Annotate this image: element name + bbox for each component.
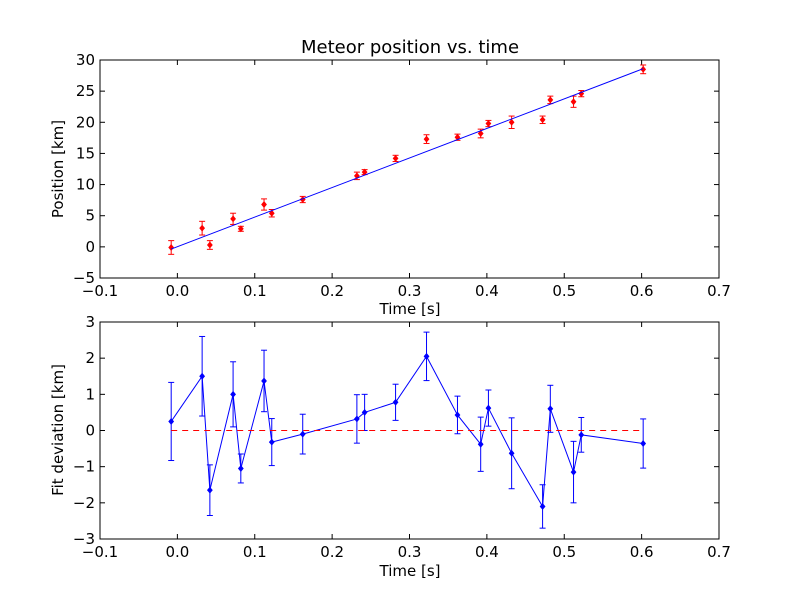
x-tick-label: 0.1 xyxy=(243,282,267,300)
y-axis-label: Position [km] xyxy=(49,120,67,218)
data-point xyxy=(485,120,492,128)
x-tick-label: 0.4 xyxy=(475,543,499,561)
x-tick-label: 0.4 xyxy=(475,282,499,300)
x-axis-label: Time [s] xyxy=(379,562,441,580)
data-point xyxy=(485,404,492,412)
data-point xyxy=(168,417,175,425)
data-point xyxy=(268,209,275,217)
deviation-plot-area: −0.1 0.0 0.1 0.2 0.3 0.4 0.5 0.6 0.7 −3 −2 −1 0 1 2 3 xyxy=(73,313,731,561)
data-point xyxy=(578,431,585,439)
data-point xyxy=(423,352,430,360)
x-tick-label: 0.3 xyxy=(398,543,422,561)
y-tick-label: −5 xyxy=(73,269,95,287)
data-point xyxy=(539,502,546,510)
data-point xyxy=(261,377,267,385)
data-point xyxy=(570,98,577,106)
x-tick-label: 0.1 xyxy=(243,543,267,561)
y-tick-label: 0 xyxy=(85,238,95,256)
data-point xyxy=(199,224,206,232)
x-tick-label: −0.1 xyxy=(82,543,118,561)
data-point xyxy=(547,405,554,413)
data-point xyxy=(261,201,267,208)
data-point xyxy=(454,411,461,419)
data-point xyxy=(206,486,213,494)
data-point xyxy=(392,154,399,162)
x-tick-label: 0.2 xyxy=(320,282,344,300)
data-point xyxy=(477,440,484,448)
data-point xyxy=(353,415,360,423)
data-point xyxy=(268,438,275,446)
y-tick-label: 15 xyxy=(76,144,95,162)
x-tick-label: 0.0 xyxy=(165,282,189,300)
data-point xyxy=(508,118,515,126)
y-tick-label: 5 xyxy=(85,207,95,225)
data-point xyxy=(230,215,236,223)
data-point xyxy=(361,408,368,416)
y-tick-label: 25 xyxy=(76,82,95,100)
x-tick-label: 0.7 xyxy=(707,282,731,300)
x-tick-label: 0.7 xyxy=(707,543,731,561)
data-point xyxy=(640,440,647,447)
y-tick-label: 0 xyxy=(85,422,95,440)
x-tick-label: −0.1 xyxy=(82,282,118,300)
y-tick-label: −2 xyxy=(73,494,95,512)
data-point xyxy=(206,241,213,249)
deviation-chart: −0.1 0.0 0.1 0.2 0.3 0.4 0.5 0.6 0.7 −3 −2 −1 0 1 2 3 T… xyxy=(49,313,731,580)
data-point xyxy=(423,135,430,143)
y-tick-label: 1 xyxy=(85,385,95,403)
data-point xyxy=(539,116,546,124)
x-tick-label: 0.3 xyxy=(398,282,422,300)
data-point xyxy=(237,225,244,233)
position-chart: Meteor position vs. time −0.1 0.0 0.1 0.2 0.… xyxy=(49,37,731,318)
data-point xyxy=(547,96,554,104)
y-axis-label: Fit deviation [km] xyxy=(49,364,67,496)
x-axis-label: Time [s] xyxy=(379,300,441,318)
y-tick-label: 20 xyxy=(76,113,95,131)
data-point xyxy=(230,390,236,398)
y-tick-label: −3 xyxy=(73,530,95,548)
data-point xyxy=(477,130,484,137)
data-point xyxy=(199,372,206,380)
chart-title: Meteor position vs. time xyxy=(301,37,519,58)
position-plot-area: −0.1 0.0 0.1 0.2 0.3 0.4 0.5 0.6 0.7 −5 0 5 10 15 20 25… xyxy=(73,51,731,300)
y-tick-label: 3 xyxy=(85,313,95,331)
x-tick-label: 0.2 xyxy=(320,543,344,561)
data-point xyxy=(299,430,306,438)
data-point xyxy=(392,398,399,406)
x-tick-label: 0.5 xyxy=(552,282,576,300)
fit-line xyxy=(171,68,644,250)
y-tick-label: 30 xyxy=(76,51,95,69)
x-tick-label: 0.6 xyxy=(630,282,654,300)
x-tick-label: 0.6 xyxy=(630,543,654,561)
y-tick-label: 10 xyxy=(76,176,95,194)
data-point xyxy=(640,65,647,73)
x-tick-label: 0.0 xyxy=(165,543,189,561)
x-tick-label: 0.5 xyxy=(552,543,576,561)
data-point xyxy=(237,465,244,472)
data-point xyxy=(508,449,515,457)
data-point xyxy=(570,468,577,476)
y-tick-label: −1 xyxy=(73,458,95,476)
y-tick-label: 2 xyxy=(85,349,95,367)
